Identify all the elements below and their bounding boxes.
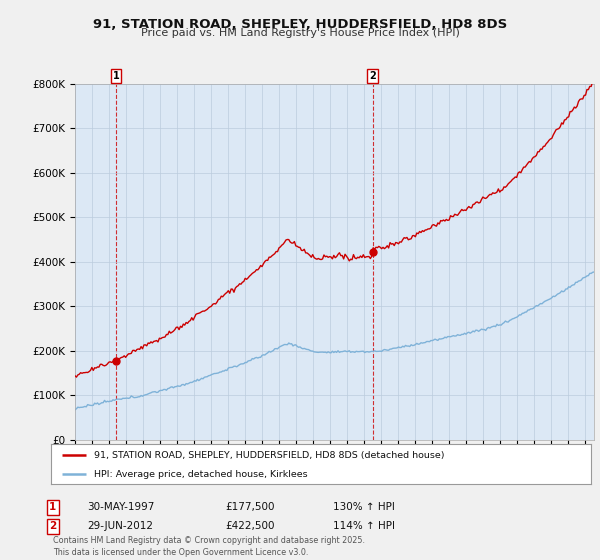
Text: 2: 2 [369, 71, 376, 81]
Point [368, 248, 377, 256]
Text: 29-JUN-2012: 29-JUN-2012 [87, 521, 153, 531]
Text: 30-MAY-1997: 30-MAY-1997 [87, 502, 154, 512]
Point [111, 356, 121, 365]
Text: 91, STATION ROAD, SHEPLEY, HUDDERSFIELD, HD8 8DS (detached house): 91, STATION ROAD, SHEPLEY, HUDDERSFIELD,… [94, 451, 445, 460]
Text: 91, STATION ROAD, SHEPLEY, HUDDERSFIELD, HD8 8DS: 91, STATION ROAD, SHEPLEY, HUDDERSFIELD,… [93, 18, 507, 31]
Text: 130% ↑ HPI: 130% ↑ HPI [333, 502, 395, 512]
Text: 114% ↑ HPI: 114% ↑ HPI [333, 521, 395, 531]
Text: Price paid vs. HM Land Registry's House Price Index (HPI): Price paid vs. HM Land Registry's House … [140, 28, 460, 38]
Text: 1: 1 [113, 71, 119, 81]
Text: HPI: Average price, detached house, Kirklees: HPI: Average price, detached house, Kirk… [94, 470, 308, 479]
Text: 1: 1 [49, 502, 56, 512]
Text: £422,500: £422,500 [225, 521, 275, 531]
Text: £177,500: £177,500 [225, 502, 275, 512]
Text: Contains HM Land Registry data © Crown copyright and database right 2025.
This d: Contains HM Land Registry data © Crown c… [53, 536, 365, 557]
Text: 2: 2 [49, 521, 56, 531]
